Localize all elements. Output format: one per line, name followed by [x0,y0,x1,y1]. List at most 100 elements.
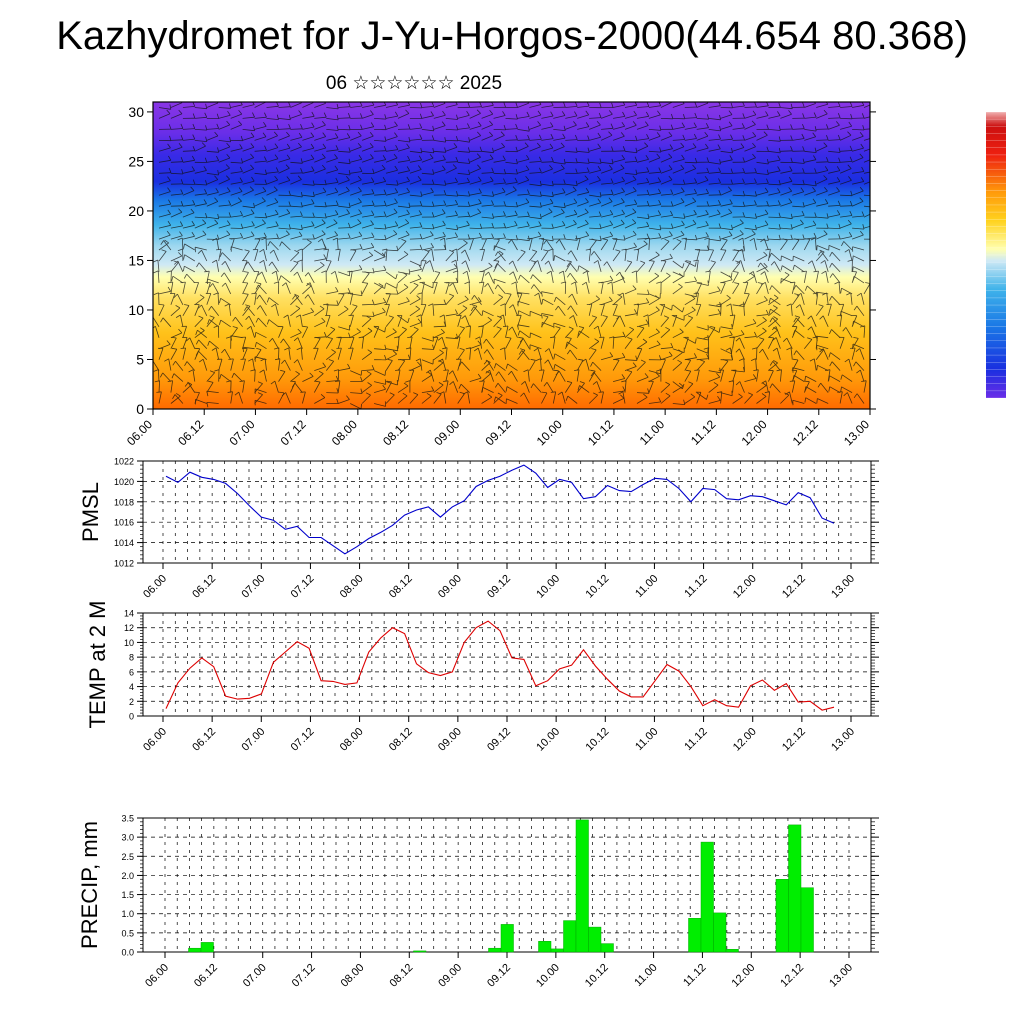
wind-barb-flag [321,153,326,158]
wind-barb-flag [426,369,431,374]
wind-barb [186,361,196,371]
wind-barb-flag [682,102,685,104]
wind-barb-flag [541,313,543,319]
wind-barb-flag [608,336,615,339]
wind-barb-flag [283,314,289,318]
wind-barb [218,204,231,207]
wind-barb [696,361,705,371]
wind-barb-flag [452,248,457,252]
wind-barb [302,376,314,382]
wind-barb-flag [622,102,626,106]
y-tick-label: 2.5 [121,852,134,862]
wind-barb [816,139,829,141]
wind-barb-flag [659,224,662,230]
wind-barb [564,338,572,349]
wind-barb [771,252,781,262]
wind-barb-flag [849,102,853,107]
x-tick-label: 08.00 [339,962,367,990]
wind-barb [546,382,554,393]
wind-barb [839,134,852,141]
wind-barb [529,251,538,262]
wind-barb [493,191,506,196]
wind-barb [481,204,494,207]
wind-barb [684,223,697,229]
wind-barb-flag [644,121,649,126]
wind-barb [266,225,279,229]
wind-barb-flag [185,337,191,342]
wind-barb [624,172,637,175]
wind-barb [362,193,375,196]
wind-barb [206,402,219,404]
wind-barb-flag [560,208,565,213]
wind-barb-flag [172,360,176,366]
wind-barb [588,304,593,316]
wind-barb [636,249,640,262]
wind-barb [350,146,362,152]
wind-barb-flag [819,249,825,253]
wind-barb [198,262,208,273]
wind-barb [397,160,410,163]
wind-barb [445,347,448,360]
wind-barb-flag [804,285,808,291]
wind-barb-flag [802,146,805,152]
wind-barb-flag [802,102,805,108]
wind-barb-flag [347,363,351,369]
wind-barb-flag [680,164,685,169]
wind-barb [851,135,864,141]
wind-barb [230,358,234,371]
wind-barb-flag [417,175,422,181]
wind-barb-flag [847,219,852,225]
wind-barb [541,316,549,328]
wind-barb-flag [685,358,691,361]
wind-barb-flag [829,273,834,278]
wind-barb [421,227,434,230]
wind-barb [215,347,220,360]
wind-barb [170,172,183,175]
wind-barb [660,384,671,393]
wind-barb [732,272,739,284]
wind-barb [505,172,518,175]
wind-barb [684,147,697,152]
wind-barb [254,200,266,207]
wind-barb [648,298,660,306]
wind-barb [266,213,279,218]
wind-barb-flag [438,382,444,386]
wind-barb-flag [275,209,279,215]
wind-barb [433,150,446,153]
wind-barb [708,327,716,338]
wind-barb-flag [456,333,459,339]
wind-barb-flag [621,248,627,251]
wind-barb [648,114,661,119]
wind-barb-flag [778,125,781,131]
wind-barb-flag [509,271,514,276]
wind-barb-flag [519,338,524,343]
wind-barb [776,347,781,360]
wind-barb [300,314,303,327]
wind-barb [756,320,767,328]
wind-barb [266,158,279,163]
x-tick-label: 10.00 [534,726,562,754]
wind-barb-flag [603,261,608,266]
wind-barb [294,294,303,306]
wind-barb-flag [454,177,458,183]
wind-barb-flag [273,347,280,350]
wind-barb [457,161,470,164]
wind-barb [612,278,625,284]
wind-barb [672,315,685,321]
wind-barb [362,104,374,108]
wind-barb [600,316,608,328]
wind-barb [851,147,864,152]
wind-barb-flag [646,177,650,183]
wind-barb [158,180,171,185]
wind-barb [612,238,618,251]
wind-barb-flag [478,198,482,204]
wind-barb-flag [861,166,865,172]
wind-barb-flag [515,114,518,120]
wind-barb-flag [370,110,374,115]
wind-barb-flag [204,189,208,194]
wind-barb [708,138,721,141]
wind-barb [189,337,196,349]
wind-barb-flag [389,392,395,396]
wind-barb [564,382,573,393]
